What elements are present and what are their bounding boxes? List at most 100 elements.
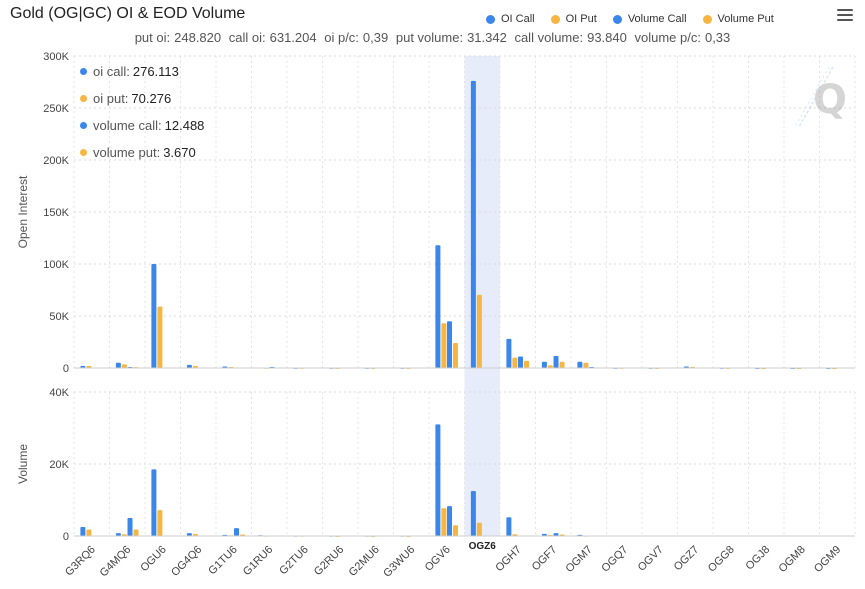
oi-call-bar bbox=[435, 245, 441, 368]
legend-dot-icon bbox=[486, 14, 495, 24]
oi-tick-label: 0 bbox=[63, 363, 69, 375]
put-oi-value: 248.820 bbox=[174, 30, 222, 45]
volume-tick-label: 40K bbox=[49, 387, 69, 399]
x-tick-label: OGV7 bbox=[636, 544, 666, 574]
oi-tick-label: 250K bbox=[43, 103, 69, 115]
oi-tick-label: 200K bbox=[43, 155, 69, 167]
tooltip-row-oi-call: oi call: 276.113 bbox=[80, 58, 204, 85]
volume-tick-label: 20K bbox=[49, 459, 69, 471]
oi-call-bar bbox=[115, 362, 121, 368]
legend-label: Volume Put bbox=[717, 13, 774, 25]
volume-call-bar-secondary bbox=[553, 533, 559, 536]
x-tick-label: OGQ7 bbox=[599, 544, 630, 575]
legend-item-volume-call[interactable]: Volume Call bbox=[612, 13, 687, 25]
volume-call-bar bbox=[115, 533, 121, 536]
volume-axis-label: Volume bbox=[16, 444, 30, 484]
oi-call-bar bbox=[151, 264, 157, 368]
oi-call-bar-secondary bbox=[447, 321, 453, 368]
volume-call-bar bbox=[470, 491, 476, 536]
x-tick-label: OGM7 bbox=[563, 544, 594, 575]
tooltip-row-volume-call: volume call: 12.488 bbox=[80, 112, 204, 139]
volume-tick-label: 0 bbox=[63, 531, 69, 543]
legend-dot-icon bbox=[612, 14, 622, 24]
call-oi-label: call oi: bbox=[228, 30, 266, 45]
chart-title: Gold (OG|GC) OI & EOD Volume bbox=[10, 5, 246, 22]
tooltip-dot-icon bbox=[80, 68, 87, 75]
oi-tick-label: 100K bbox=[43, 259, 69, 271]
legend-item-volume-put[interactable]: Volume Put bbox=[702, 13, 774, 25]
svg-text:Q: Q bbox=[813, 77, 847, 123]
tooltip-dot-icon bbox=[80, 149, 87, 156]
oi-put-bar bbox=[583, 362, 589, 368]
volume-put-bar bbox=[86, 529, 92, 536]
x-tick-label: G3WU6 bbox=[381, 544, 417, 580]
volume-pc-value: 0,33 bbox=[704, 30, 731, 45]
x-tick-label: OGZ7 bbox=[672, 544, 702, 574]
oi-put-bar bbox=[512, 357, 518, 368]
x-crosshair-label: OGZ6 bbox=[469, 541, 497, 552]
x-tick-label: OGM8 bbox=[776, 544, 807, 575]
legend-item-oi-call[interactable]: OI Call bbox=[486, 13, 535, 25]
legend-label: OI Call bbox=[501, 13, 535, 25]
x-tick-label: OGF7 bbox=[530, 544, 560, 574]
tooltip-label: volume put: bbox=[93, 145, 161, 160]
x-tick-label: OGM9 bbox=[812, 544, 843, 575]
oi-call-bar bbox=[186, 364, 192, 368]
oi-put-bar bbox=[157, 306, 163, 368]
x-tick-label: G1RU6 bbox=[241, 544, 275, 578]
call-oi-value: 631.204 bbox=[269, 30, 317, 45]
tooltip-dot-icon bbox=[80, 95, 87, 102]
tooltip-label: oi call: bbox=[93, 64, 130, 79]
volume-call-bar-secondary bbox=[127, 518, 133, 536]
oi-put-bar-secondary bbox=[524, 360, 530, 368]
legend-label: Volume Call bbox=[627, 13, 687, 25]
oi-pc-value: 0,39 bbox=[362, 30, 389, 45]
oi-pc-label: oi p/c: bbox=[324, 30, 359, 45]
oi-put-bar-secondary bbox=[559, 361, 565, 368]
stats-summary: put oi: 248.820 call oi: 631.204 oi p/c: 0,… bbox=[0, 30, 865, 45]
volume-pc-label: volume p/c: bbox=[634, 30, 701, 45]
call-volume-label: call volume: bbox=[514, 30, 584, 45]
volume-call-bar bbox=[151, 469, 157, 536]
oi-put-bar bbox=[441, 323, 447, 368]
tooltip-label: oi put: bbox=[93, 91, 129, 106]
volume-put-bar bbox=[157, 510, 163, 536]
put-volume-value: 31.342 bbox=[467, 30, 507, 45]
x-tick-label: OGG8 bbox=[706, 544, 737, 575]
x-tick-label: G1TU6 bbox=[206, 544, 240, 578]
put-volume-label: put volume: bbox=[395, 30, 464, 45]
oi-call-bar bbox=[577, 361, 583, 368]
tooltip-row-oi-put: oi put: 70.276 bbox=[80, 85, 204, 112]
oi-put-bar-secondary bbox=[453, 343, 459, 368]
tooltip-value: 276.113 bbox=[132, 64, 179, 79]
volume-put-bar bbox=[192, 533, 198, 536]
q-logo-watermark-icon: Q bbox=[794, 66, 847, 128]
volume-put-bar bbox=[476, 522, 482, 536]
x-tick-label: G3RQ6 bbox=[63, 544, 98, 579]
hamburger-menu-icon[interactable] bbox=[837, 9, 853, 23]
oi-axis-label: Open Interest bbox=[16, 175, 30, 248]
legend-dot-icon bbox=[702, 14, 712, 24]
chart-tooltip: oi call: 276.113 oi put: 70.276 volume c… bbox=[80, 58, 204, 166]
oi-put-bar bbox=[476, 294, 482, 368]
x-tick-label: G2RU6 bbox=[312, 544, 346, 578]
volume-call-bar bbox=[80, 527, 86, 536]
oi-call-bar bbox=[470, 80, 476, 369]
volume-call-bar-secondary bbox=[447, 506, 453, 536]
volume-put-bar bbox=[441, 508, 447, 536]
oi-call-bar bbox=[506, 338, 512, 368]
oi-call-bar bbox=[541, 361, 547, 368]
tooltip-value: 3.670 bbox=[163, 145, 196, 160]
oi-tick-label: 150K bbox=[43, 207, 69, 219]
oi-tick-label: 50K bbox=[49, 311, 69, 323]
oi-put-bar bbox=[192, 365, 198, 368]
oi-call-bar-secondary bbox=[553, 356, 559, 368]
legend-item-oi-put[interactable]: OI Put bbox=[550, 13, 597, 25]
x-tick-label: OGJ8 bbox=[744, 544, 773, 573]
chart-legend: OI Call OI Put Volume Call Volume Put bbox=[486, 13, 790, 25]
x-tick-label: OG4Q6 bbox=[169, 544, 204, 579]
x-tick-label: G2TU6 bbox=[277, 544, 311, 578]
tooltip-label: volume call: bbox=[93, 118, 162, 133]
oi-call-bar-secondary bbox=[518, 356, 524, 368]
highlight-band bbox=[464, 56, 500, 536]
